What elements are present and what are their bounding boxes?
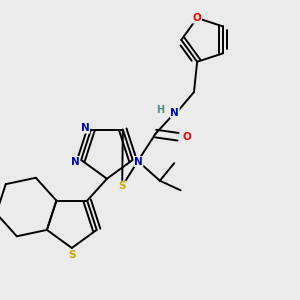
Text: N: N bbox=[170, 108, 179, 118]
Text: N: N bbox=[71, 157, 80, 166]
Text: O: O bbox=[183, 132, 191, 142]
Text: O: O bbox=[193, 13, 202, 23]
Text: N: N bbox=[134, 157, 143, 166]
Text: S: S bbox=[118, 181, 126, 191]
Text: S: S bbox=[68, 250, 76, 260]
Text: H: H bbox=[156, 105, 164, 115]
Text: N: N bbox=[81, 123, 90, 133]
